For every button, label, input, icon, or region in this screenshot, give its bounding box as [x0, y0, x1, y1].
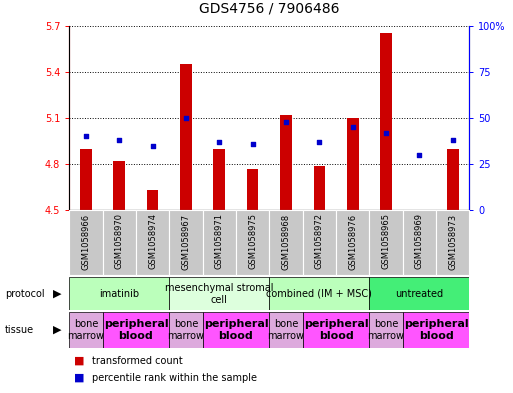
- Text: GSM1058966: GSM1058966: [82, 213, 90, 270]
- Point: [182, 115, 190, 121]
- Bar: [203, 312, 269, 348]
- Text: GSM1058974: GSM1058974: [148, 213, 157, 270]
- Bar: [169, 210, 203, 275]
- Bar: [280, 115, 292, 210]
- Text: peripheral
blood: peripheral blood: [304, 320, 368, 341]
- Point: [349, 124, 357, 130]
- Bar: [313, 165, 325, 210]
- Bar: [69, 277, 169, 310]
- Bar: [169, 277, 269, 310]
- Bar: [236, 210, 269, 275]
- Bar: [380, 33, 392, 210]
- Text: peripheral
blood: peripheral blood: [404, 320, 468, 341]
- Text: protocol: protocol: [5, 289, 45, 299]
- Bar: [69, 210, 103, 275]
- Text: percentile rank within the sample: percentile rank within the sample: [92, 373, 258, 383]
- Point: [282, 118, 290, 125]
- Bar: [113, 161, 125, 210]
- Bar: [269, 312, 303, 348]
- Bar: [203, 210, 236, 275]
- Bar: [447, 149, 459, 210]
- Text: GSM1058967: GSM1058967: [182, 213, 190, 270]
- Text: ■: ■: [74, 356, 85, 366]
- Bar: [269, 210, 303, 275]
- Text: bone
marrow: bone marrow: [67, 320, 105, 341]
- Text: transformed count: transformed count: [92, 356, 183, 366]
- Point: [215, 139, 224, 145]
- Point: [448, 137, 457, 143]
- Bar: [80, 149, 92, 210]
- Bar: [403, 210, 436, 275]
- Bar: [136, 210, 169, 275]
- Text: bone
marrow: bone marrow: [167, 320, 205, 341]
- Bar: [403, 312, 469, 348]
- Text: GSM1058969: GSM1058969: [415, 213, 424, 270]
- Text: GSM1058973: GSM1058973: [448, 213, 457, 270]
- Bar: [147, 190, 159, 210]
- Bar: [347, 118, 359, 210]
- Bar: [369, 210, 403, 275]
- Bar: [180, 64, 192, 210]
- Point: [315, 139, 323, 145]
- Text: bone
marrow: bone marrow: [267, 320, 305, 341]
- Bar: [369, 277, 469, 310]
- Text: peripheral
blood: peripheral blood: [104, 320, 168, 341]
- Text: GSM1058970: GSM1058970: [115, 213, 124, 270]
- Text: GSM1058968: GSM1058968: [282, 213, 290, 270]
- Text: ■: ■: [74, 373, 85, 383]
- Bar: [103, 312, 169, 348]
- Text: GSM1058976: GSM1058976: [348, 213, 357, 270]
- Bar: [269, 277, 369, 310]
- Text: peripheral
blood: peripheral blood: [204, 320, 268, 341]
- Text: ▶: ▶: [53, 325, 62, 335]
- Point: [416, 152, 424, 158]
- Bar: [336, 210, 369, 275]
- Point: [248, 141, 256, 147]
- Point: [115, 137, 124, 143]
- Bar: [303, 210, 336, 275]
- Bar: [103, 210, 136, 275]
- Bar: [436, 210, 469, 275]
- Text: GSM1058972: GSM1058972: [315, 213, 324, 270]
- Bar: [247, 169, 259, 210]
- Text: GSM1058975: GSM1058975: [248, 213, 257, 270]
- Text: untreated: untreated: [396, 289, 443, 299]
- Text: GSM1058965: GSM1058965: [382, 213, 390, 270]
- Bar: [369, 312, 403, 348]
- Point: [149, 142, 157, 149]
- Bar: [169, 312, 203, 348]
- Text: GSM1058971: GSM1058971: [215, 213, 224, 270]
- Text: ▶: ▶: [53, 289, 62, 299]
- Text: mesenchymal stromal
cell: mesenchymal stromal cell: [165, 283, 273, 305]
- Bar: [303, 312, 369, 348]
- Point: [82, 133, 90, 140]
- Text: tissue: tissue: [5, 325, 34, 335]
- Text: imatinib: imatinib: [99, 289, 140, 299]
- Text: combined (IM + MSC): combined (IM + MSC): [266, 289, 372, 299]
- Bar: [69, 312, 103, 348]
- Text: bone
marrow: bone marrow: [367, 320, 405, 341]
- Text: GDS4756 / 7906486: GDS4756 / 7906486: [199, 2, 340, 16]
- Bar: [213, 149, 225, 210]
- Point: [382, 130, 390, 136]
